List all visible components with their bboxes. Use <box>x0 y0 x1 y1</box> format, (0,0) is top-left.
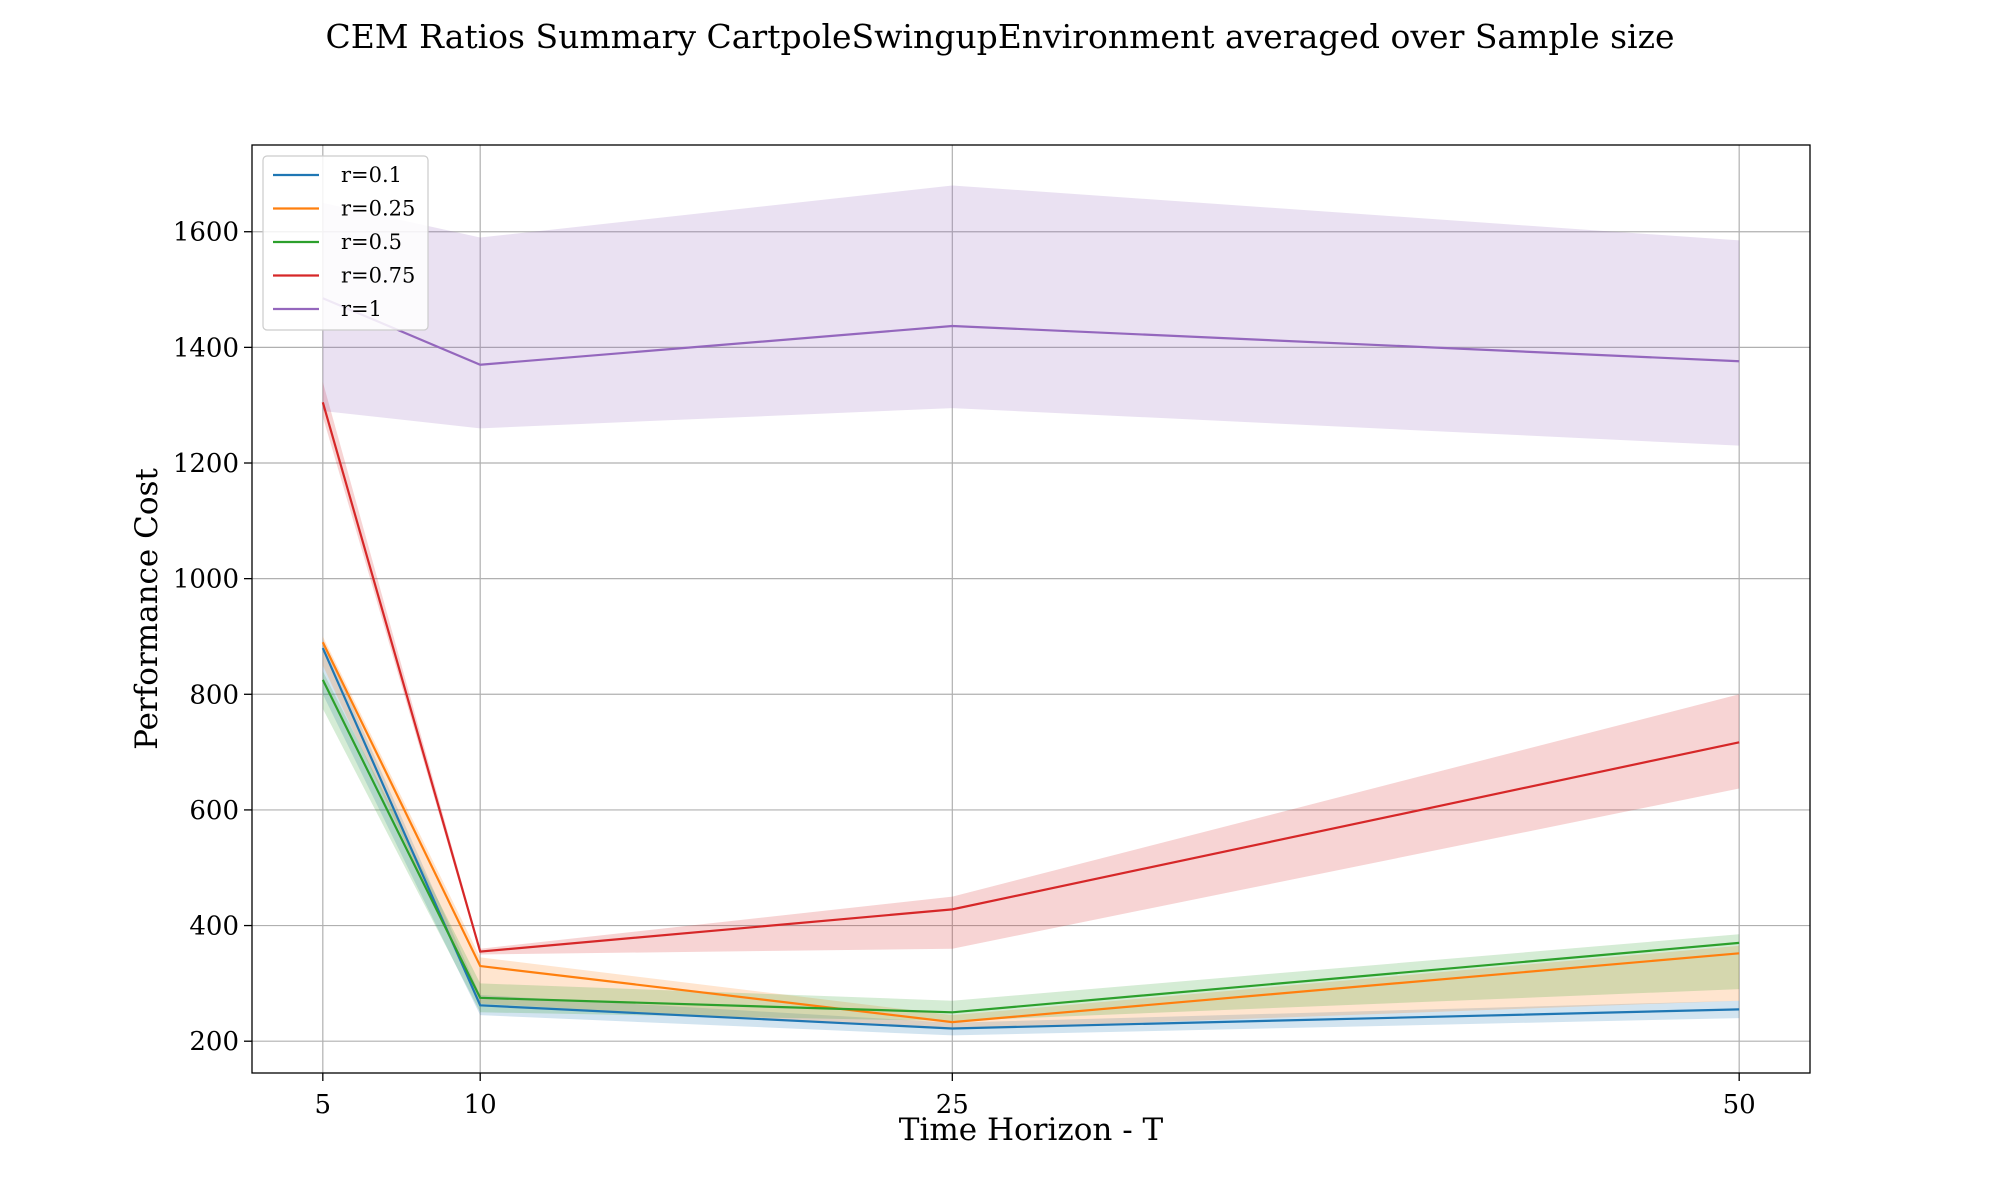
confidence-band-5 <box>322 185 1740 446</box>
series-line-3 <box>321 679 1740 1014</box>
series-line-5 <box>322 297 1740 366</box>
legend-label: r=0.1 <box>341 163 402 187</box>
legend-box <box>262 155 429 331</box>
x-tick-label: 50 <box>1723 1090 1756 1120</box>
y-axis-label: Performance Cost <box>129 468 165 750</box>
y-tick-label: 1600 <box>173 218 239 248</box>
confidence-band-4 <box>322 382 1740 955</box>
confidence-band-2 <box>322 636 1740 1030</box>
y-tick-label: 1200 <box>173 449 239 479</box>
legend-label: r=1 <box>341 297 382 321</box>
series-lines <box>321 297 1740 1030</box>
confidence-band-3 <box>322 671 1740 1021</box>
y-tick-label: 600 <box>189 796 239 826</box>
legend-label: r=0.25 <box>341 197 415 221</box>
series-line-2 <box>321 641 1740 1024</box>
series-line-1 <box>321 647 1740 1030</box>
y-tick-label: 400 <box>189 912 239 942</box>
x-axis-ticks: 5 10 25 50 <box>315 1073 1756 1120</box>
chart-title: CEM Ratios Summary CartpoleSwingupEnviro… <box>325 17 1674 56</box>
grid <box>252 145 1810 1073</box>
y-axis-ticks: 200 400 600 800 1000 1200 1400 1600 <box>173 218 252 1057</box>
y-tick-label: 1000 <box>173 565 239 595</box>
x-tick-label: 25 <box>936 1090 969 1120</box>
y-tick-label: 1400 <box>173 333 239 363</box>
legend-label: r=0.75 <box>341 264 415 288</box>
legend: r=0.1 r=0.25 r=0.5 r=0.75 r=1 <box>262 155 429 331</box>
plot-frame <box>251 144 1811 1074</box>
y-tick-label: 800 <box>189 680 239 710</box>
x-axis-label: Time Horizon - T <box>899 1112 1164 1148</box>
confidence-bands <box>322 185 1740 1036</box>
series-line-4 <box>321 401 1740 953</box>
x-tick-label: 10 <box>464 1090 497 1120</box>
legend-label: r=0.5 <box>341 230 402 254</box>
y-tick-label: 200 <box>189 1027 239 1057</box>
x-tick-label: 5 <box>315 1090 332 1120</box>
